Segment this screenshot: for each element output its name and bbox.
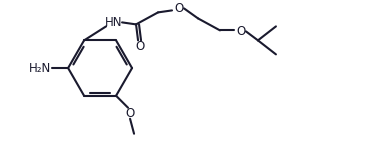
Text: O: O xyxy=(125,107,135,120)
Text: H₂N: H₂N xyxy=(29,61,51,75)
Text: O: O xyxy=(174,2,184,15)
Text: O: O xyxy=(236,25,245,38)
Text: O: O xyxy=(135,40,145,53)
Text: HN: HN xyxy=(105,16,123,29)
